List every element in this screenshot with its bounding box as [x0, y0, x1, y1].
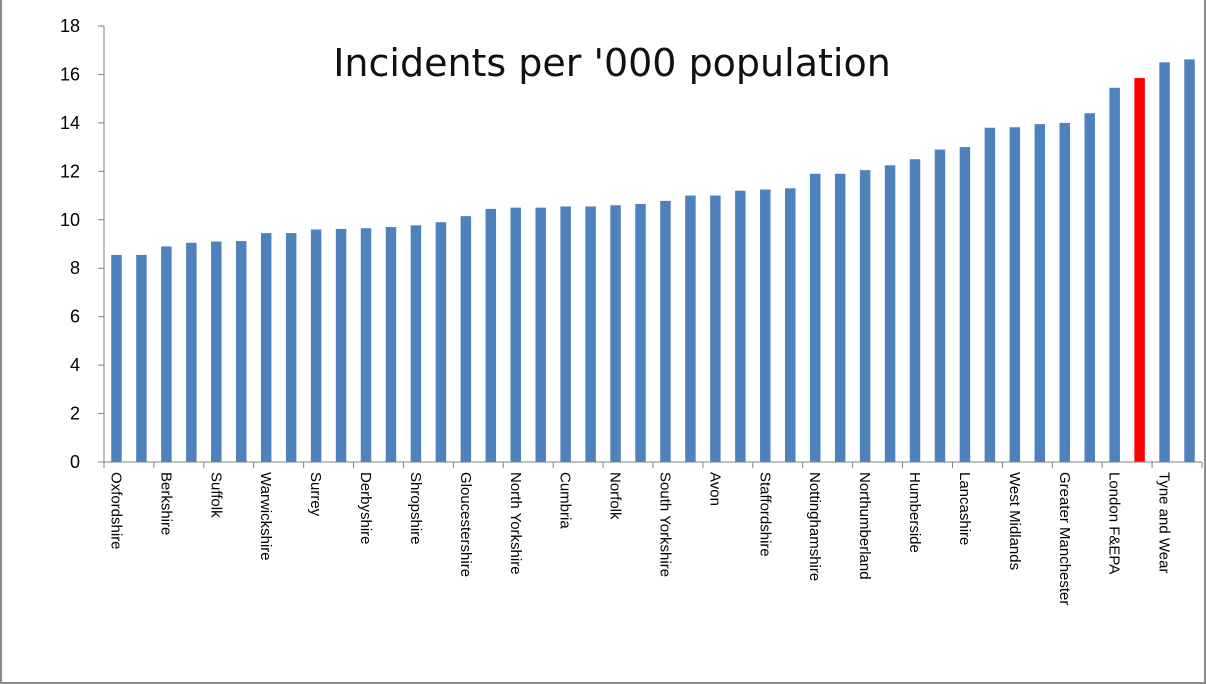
bar: [934, 149, 946, 463]
y-tick-label: 14: [60, 113, 80, 133]
bar: [1009, 127, 1021, 462]
x-category-label: Suffolk: [207, 472, 224, 518]
bar: [211, 241, 222, 462]
bar: [884, 165, 896, 462]
bar-highlighted: [1134, 78, 1145, 463]
x-category-label: Humberside: [906, 472, 923, 553]
bar: [335, 228, 347, 462]
bar: [111, 254, 122, 462]
bar: [510, 207, 521, 462]
bar: [435, 222, 447, 462]
bar: [785, 188, 796, 463]
bars: [111, 59, 1195, 463]
bar: [136, 254, 147, 462]
x-category-label: Nottinghamshire: [806, 472, 823, 581]
y-tick-label: 4: [70, 355, 80, 375]
bar: [1159, 62, 1170, 462]
bar: [186, 242, 197, 462]
y-tick-label: 0: [70, 452, 80, 472]
bar: [859, 170, 871, 462]
y-tick-label: 8: [70, 258, 80, 278]
bar: [535, 207, 546, 462]
bar: [236, 241, 247, 462]
x-category-label: Cumbria: [557, 472, 574, 529]
x-category-label: Oxfordshire: [107, 472, 124, 550]
y-tick-label: 6: [70, 307, 80, 327]
bar: [660, 200, 671, 462]
x-category-label: South Yorkshire: [656, 472, 673, 577]
x-category-label: Shropshire: [407, 472, 424, 545]
bar: [735, 190, 746, 462]
bar: [959, 147, 971, 462]
x-category-label: North Yorkshire: [507, 472, 524, 575]
x-category-label: Warwickshire: [257, 472, 274, 561]
bar: [1059, 122, 1070, 462]
y-tick-label: 12: [60, 161, 80, 181]
bar: [385, 227, 397, 462]
bar: [685, 195, 696, 463]
bar: [760, 189, 771, 462]
bar: [635, 204, 646, 463]
bar: [310, 229, 322, 462]
bar: [460, 216, 472, 462]
bar: [984, 127, 996, 462]
x-category-label: Norfolk: [607, 472, 624, 520]
y-axis: 0 2 4 6 8 10 12 14 16 18: [60, 16, 105, 472]
x-axis: Oxfordshire Berkshire Suffolk Warwickshire S…: [103, 461, 1203, 605]
y-tick-label: 16: [60, 64, 80, 84]
bar: [809, 173, 821, 462]
x-category-label: Gloucestershire: [457, 472, 474, 577]
bar: [1109, 87, 1120, 463]
y-tick-label: 18: [60, 16, 80, 36]
x-category-label: Northumberland: [856, 472, 873, 580]
x-category-label: Derbyshire: [357, 472, 374, 545]
bar: [410, 225, 422, 462]
chart-title: Incidents per '000 population: [333, 41, 891, 85]
y-tick-label: 10: [60, 210, 80, 230]
y-tick-label: 2: [70, 404, 80, 424]
x-category-label: Lancashire: [956, 472, 973, 545]
x-category-label: Avon: [706, 472, 723, 506]
bar: [161, 246, 172, 462]
bar: [360, 228, 372, 462]
x-category-label: London F&EPA: [1106, 472, 1123, 574]
bar: [485, 208, 497, 462]
bar: [834, 173, 846, 462]
bar: [1034, 124, 1046, 462]
bar: [1184, 59, 1195, 462]
bar: [285, 233, 297, 462]
bar: [610, 205, 621, 462]
x-category-label: Surrey: [307, 472, 324, 517]
bar: [1084, 113, 1095, 462]
bar: [710, 195, 721, 463]
bar: [260, 233, 272, 462]
x-category-label: Berkshire: [157, 472, 174, 535]
x-category-label: Staffordshire: [756, 472, 773, 557]
x-category-label: Tyne and Wear: [1156, 472, 1173, 573]
bar: [909, 159, 921, 462]
bar: [560, 206, 571, 462]
bar: [585, 206, 596, 462]
x-category-label: Greater Manchester: [1056, 472, 1073, 605]
x-category-label: West Midlands: [1006, 472, 1023, 570]
